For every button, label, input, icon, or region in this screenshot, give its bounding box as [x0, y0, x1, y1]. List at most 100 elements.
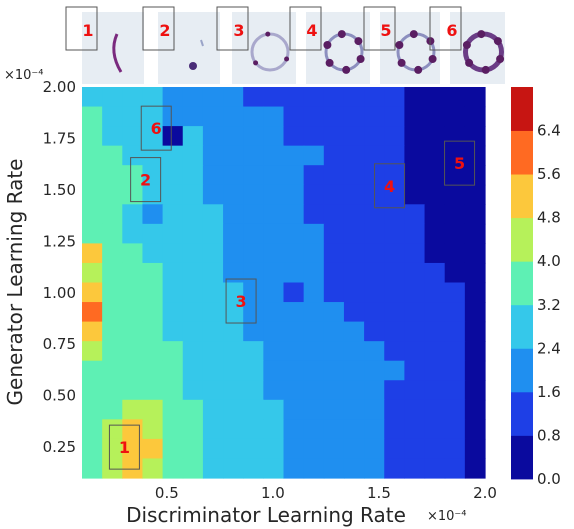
heatmap-cell	[323, 341, 345, 362]
heatmap-cell	[444, 399, 466, 420]
heatmap-cell	[283, 106, 305, 127]
heatmap-cell	[263, 204, 285, 225]
heatmap-cell	[243, 106, 264, 127]
heatmap-cell	[122, 380, 144, 401]
heatmap-cell	[102, 458, 123, 479]
heatmap-cell	[82, 399, 103, 420]
heatmap-cell	[182, 126, 204, 147]
heatmap-cell	[303, 184, 325, 205]
heatmap-cell	[364, 243, 385, 264]
y-axis-ticks: 0.25 0.50 0.75 1.00 1.25 1.50 1.75 2.00	[43, 78, 76, 456]
heatmap-cell	[384, 399, 405, 420]
heatmap-cell	[243, 341, 264, 362]
heatmap-cell	[182, 321, 204, 342]
heatmap-cell	[444, 204, 466, 225]
heatmap-cell	[424, 438, 446, 460]
sample-mode	[253, 60, 259, 66]
heatmap-cell	[323, 243, 345, 264]
heatmap-cell	[162, 243, 184, 264]
heatmap-cell	[424, 204, 446, 225]
heatmap-cell	[444, 145, 466, 166]
heatmap-cell	[162, 458, 184, 479]
heatmap-cell	[202, 165, 224, 186]
heatmap-cell	[404, 302, 426, 323]
annotation-box	[130, 157, 162, 203]
heatmap-cell	[364, 223, 385, 244]
heatmap-cell	[223, 419, 244, 440]
heatmap-cell	[243, 282, 264, 303]
heatmap-cell	[384, 145, 405, 166]
heatmap-cell	[444, 165, 466, 186]
heatmap-cell	[404, 145, 426, 166]
heatmap-cell	[263, 262, 285, 284]
heatmap-cell	[102, 438, 123, 460]
heatmap-cell	[404, 204, 426, 225]
heatmap-cell	[102, 145, 123, 166]
colorbar-tick-label: 2.4	[537, 339, 561, 357]
heatmap-cell	[122, 145, 144, 166]
heatmap-cell	[343, 223, 365, 244]
heatmap-cell	[303, 243, 325, 264]
y-tick-label: 0.75	[43, 335, 76, 353]
heatmap-cell	[263, 87, 285, 108]
heatmap-cell	[162, 380, 184, 401]
heatmap-cell	[223, 145, 244, 166]
heatmap-cell	[243, 184, 264, 205]
heatmap-cell	[464, 184, 486, 205]
heatmap-cell	[182, 165, 204, 186]
heatmap-cell	[444, 223, 466, 244]
colorbar-segment	[511, 304, 533, 349]
heatmap-cell	[424, 223, 446, 244]
heatmap-cell	[283, 419, 305, 440]
y-tick-label: 0.25	[43, 438, 76, 456]
heatmap-cell	[122, 341, 144, 362]
heatmap-cell	[444, 126, 466, 147]
heatmap-cell	[343, 184, 365, 205]
heatmap-cell	[142, 321, 164, 342]
sample-mode	[284, 56, 290, 62]
heatmap-cell	[384, 282, 405, 303]
heatmap-cell	[162, 302, 184, 323]
heatmap-cell	[343, 458, 365, 479]
heatmap-cell	[263, 106, 285, 127]
heatmap-cell	[464, 419, 486, 440]
heatmap-cell	[283, 380, 305, 401]
heatmap-cell	[102, 399, 123, 420]
heatmap-cell	[343, 87, 365, 108]
heatmap-cell	[102, 243, 123, 264]
heatmap-cell	[323, 360, 345, 381]
heatmap-cell	[223, 262, 244, 284]
sample-mode	[395, 41, 404, 49]
heatmap-cell	[364, 204, 385, 225]
heatmap-cell	[162, 399, 184, 420]
heatmap-cell	[243, 380, 264, 401]
heatmap-plot-area	[82, 87, 486, 479]
annotation-box	[444, 140, 476, 186]
sample-mode	[409, 30, 418, 39]
heatmap-cell	[102, 223, 123, 244]
heatmap-cell	[263, 380, 285, 401]
heatmap-cell	[162, 341, 184, 362]
heatmap-cell	[243, 87, 264, 108]
heatmap-cell	[182, 458, 204, 479]
heatmap-cell	[202, 360, 224, 381]
heatmap-cell	[102, 204, 123, 225]
colorbar-segment	[511, 217, 533, 262]
annotation-box	[374, 163, 406, 209]
colorbar-tick-label: 5.6	[537, 165, 561, 183]
heatmap-cell	[464, 321, 486, 342]
heatmap-cell	[444, 419, 466, 440]
annotation-label: 6	[151, 119, 162, 138]
sample-mode	[462, 41, 471, 49]
sample-mode	[265, 31, 271, 37]
heatmap-cell	[122, 282, 144, 303]
heatmap-cell	[182, 380, 204, 401]
heatmap-cell	[323, 399, 345, 420]
heatmap-cell	[303, 380, 325, 401]
heatmap-cell	[424, 145, 446, 166]
heatmap-cell	[202, 184, 224, 205]
x-axis-title: Discriminator Learning Rate	[126, 503, 406, 527]
heatmap-cell	[223, 165, 244, 186]
heatmap-cell	[444, 87, 466, 108]
heatmap-cell	[142, 262, 164, 284]
